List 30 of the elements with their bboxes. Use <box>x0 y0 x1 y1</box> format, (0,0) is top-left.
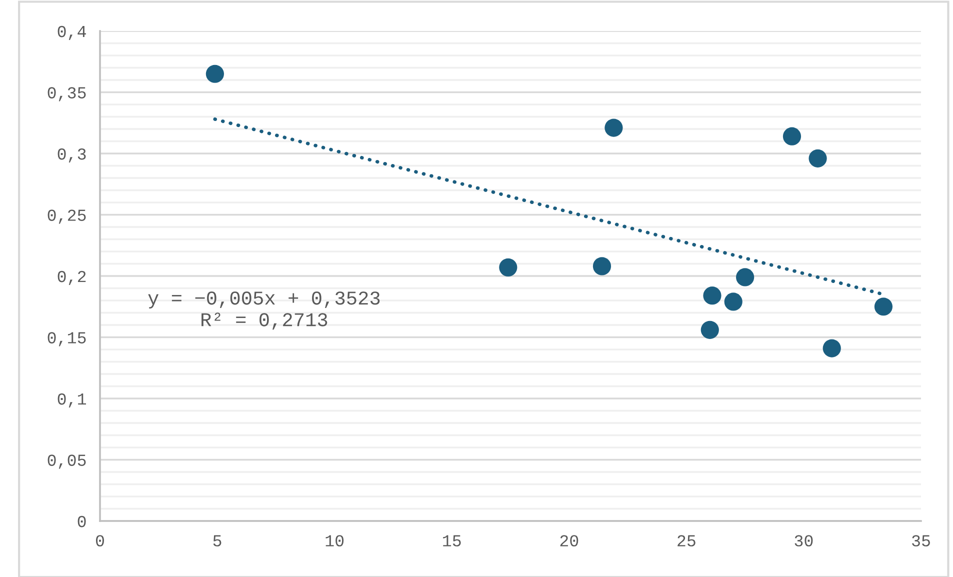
y-tick-label: 0,3 <box>58 148 86 162</box>
x-tick-label: 15 <box>443 535 461 546</box>
point <box>700 320 719 339</box>
y-tick-label: 0,35 <box>48 87 86 102</box>
y-tick-label: 0,4 <box>58 26 86 40</box>
x-tick-label: 10 <box>326 535 344 546</box>
point <box>604 118 623 137</box>
point <box>206 64 224 83</box>
point <box>703 286 722 305</box>
y-tick-label: 0,05 <box>48 454 86 469</box>
y-tick-label: 0,25 <box>48 210 86 224</box>
x-tick-label: 25 <box>678 535 696 546</box>
point <box>808 149 827 168</box>
x-tick-label: 30 <box>794 535 813 546</box>
x-tick-label: 35 <box>912 535 930 546</box>
point <box>736 268 754 286</box>
point <box>874 298 893 316</box>
x-tick-label: 0 <box>96 535 104 546</box>
x-tick-label: 20 <box>560 535 578 546</box>
x-tick-label: 5 <box>213 535 222 546</box>
point <box>822 339 841 358</box>
point <box>782 127 802 146</box>
point <box>724 292 742 311</box>
y-tick-label: 0 <box>78 516 86 528</box>
y-tick-label: 0,1 <box>58 393 86 408</box>
annotation: y = −0,005x + 0,3523 R² = 0,2713 <box>148 291 380 330</box>
y-tick-label: 0,2 <box>58 270 86 285</box>
point <box>592 257 612 276</box>
point <box>499 258 518 276</box>
y-tick-label: 0,15 <box>48 332 86 346</box>
